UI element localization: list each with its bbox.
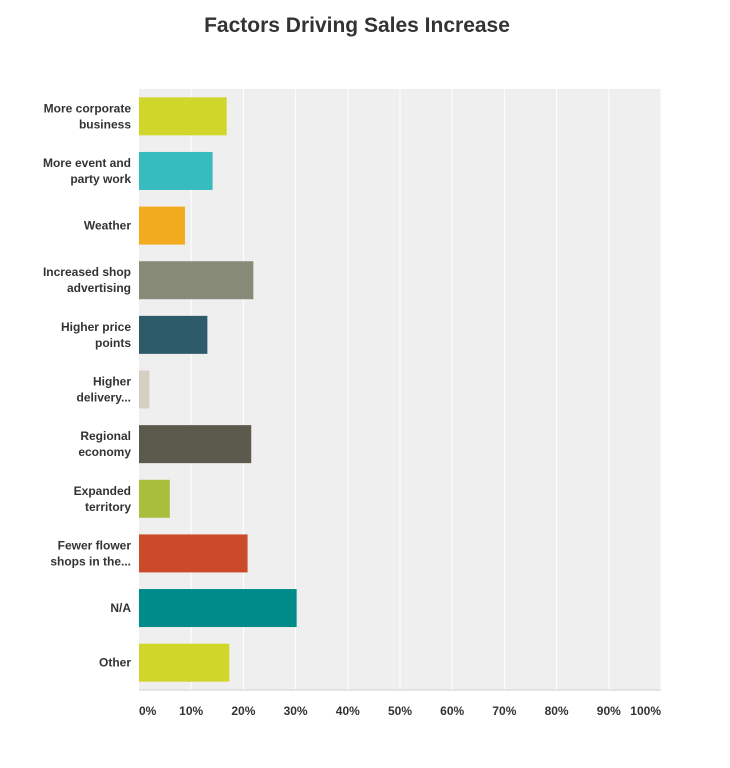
category-label-line: N/A: [110, 601, 131, 615]
bar: [139, 643, 230, 682]
category-label-line: Fewer flower: [58, 538, 132, 552]
category-label: Higher delivery...: [77, 375, 132, 405]
category-label: More event and party work: [43, 156, 131, 186]
bar: [139, 261, 254, 300]
category-label: Fewer flower shops in the...: [50, 538, 131, 568]
category-label-line: territory: [85, 500, 131, 514]
category-label-line: Regional: [80, 429, 131, 443]
category-label-line: Higher: [93, 375, 131, 389]
bar: [139, 151, 213, 190]
x-tick-label: 30%: [284, 704, 308, 718]
category-label-line: Increased shop: [43, 265, 131, 279]
category-label-line: shops in the...: [50, 554, 131, 568]
x-tick-label: 10%: [179, 704, 203, 718]
category-label-line: business: [79, 117, 131, 131]
category-label-line: Weather: [84, 219, 131, 233]
category-label-line: points: [95, 336, 131, 350]
x-tick-labels: 0% 10% 20% 30% 40% 50% 60% 70% 80% 90% 100%: [139, 704, 661, 718]
category-label: More corporate business: [44, 101, 132, 131]
category-label: Other: [99, 656, 131, 670]
category-label-line: More corporate: [44, 101, 132, 115]
x-tick-label: 90%: [597, 704, 621, 718]
bar: [139, 315, 208, 354]
bar: [139, 479, 170, 518]
category-label-line: party work: [70, 172, 131, 186]
bar: [139, 97, 227, 136]
x-tick-label: 100%: [630, 704, 661, 718]
category-label-line: delivery...: [77, 391, 131, 405]
category-label: Weather: [84, 219, 131, 233]
x-tick-label: 40%: [336, 704, 360, 718]
bars: [139, 97, 297, 682]
chart-title: Factors Driving Sales Increase: [204, 14, 510, 37]
category-label-line: Higher price: [61, 320, 131, 334]
bar: [139, 206, 185, 245]
bar: [139, 425, 252, 464]
category-label-line: More event and: [43, 156, 131, 170]
category-label: N/A: [110, 601, 131, 615]
category-label-line: economy: [78, 445, 131, 459]
category-label: Higher price points: [61, 320, 131, 350]
category-label: Increased shop advertising: [43, 265, 131, 295]
category-labels: More corporate business More event and part…: [43, 101, 131, 669]
x-tick-label: 0%: [139, 704, 157, 718]
bar: [139, 589, 297, 628]
category-label-line: Other: [99, 656, 131, 670]
x-tick-label: 20%: [231, 704, 255, 718]
x-tick-label: 80%: [545, 704, 569, 718]
category-label: Expanded territory: [74, 484, 132, 514]
category-label: Regional economy: [78, 429, 131, 459]
x-tick-label: 50%: [388, 704, 412, 718]
bar: [139, 370, 150, 409]
x-tick-label: 70%: [492, 704, 516, 718]
x-tick-label: 60%: [440, 704, 464, 718]
category-label-line: Expanded: [74, 484, 131, 498]
category-label-line: advertising: [67, 281, 131, 295]
bar: [139, 534, 248, 573]
